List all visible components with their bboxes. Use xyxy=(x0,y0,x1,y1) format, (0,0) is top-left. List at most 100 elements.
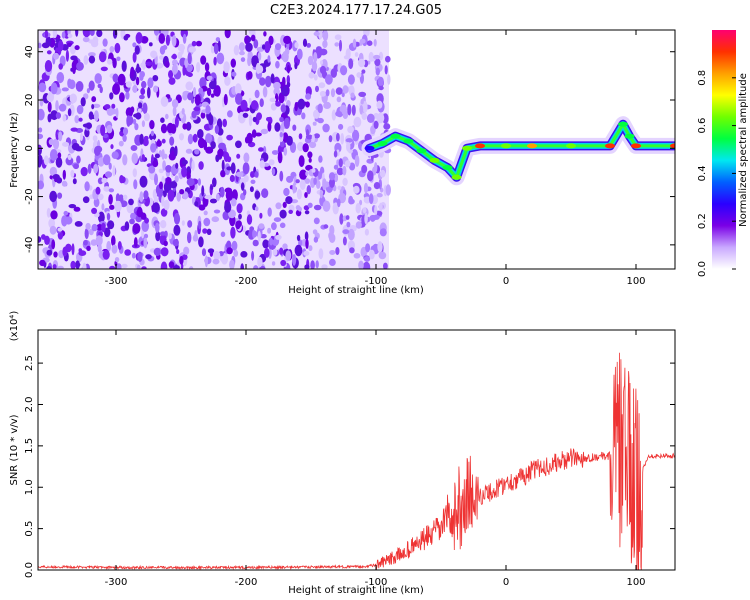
spectrogram-image xyxy=(38,30,675,269)
noise-blob xyxy=(137,102,143,109)
noise-blob xyxy=(231,240,238,251)
noise-blob xyxy=(248,97,252,104)
noise-blob xyxy=(358,58,366,68)
noise-blob xyxy=(353,253,361,259)
noise-blob xyxy=(179,255,184,265)
noise-blob xyxy=(257,65,264,74)
noise-blob xyxy=(205,105,211,115)
noise-blob xyxy=(313,52,318,63)
noise-blob xyxy=(344,160,351,168)
noise-blob xyxy=(343,55,350,60)
noise-blob xyxy=(44,30,49,39)
noise-blob xyxy=(373,39,377,47)
noise-blob xyxy=(103,186,111,192)
noise-blob xyxy=(107,220,115,230)
noise-blob xyxy=(92,135,98,142)
noise-blob xyxy=(207,248,215,254)
noise-blob xyxy=(118,194,124,202)
ridge-point xyxy=(390,133,401,139)
noise-blob xyxy=(181,220,185,226)
noise-blob xyxy=(131,152,139,164)
noise-blob xyxy=(383,123,391,130)
noise-blob xyxy=(135,32,143,44)
noise-blob xyxy=(67,33,73,39)
noise-blob xyxy=(205,146,214,154)
noise-blob xyxy=(143,135,149,141)
noise-blob xyxy=(139,73,144,81)
noise-blob xyxy=(264,247,270,258)
noise-blob xyxy=(140,212,147,220)
noise-blob xyxy=(182,191,189,200)
noise-blob xyxy=(165,34,170,46)
noise-blob xyxy=(304,231,309,241)
noise-blob xyxy=(203,210,208,216)
noise-blob xyxy=(319,48,328,56)
noise-blob xyxy=(95,186,101,195)
noise-blob xyxy=(252,116,257,123)
noise-blob xyxy=(101,222,106,233)
noise-blob xyxy=(162,45,168,50)
noise-blob xyxy=(263,145,267,155)
noise-blob xyxy=(183,246,190,255)
noise-blob xyxy=(347,74,355,85)
noise-blob xyxy=(329,258,336,266)
colorbar-gradient xyxy=(712,30,736,269)
noise-blob xyxy=(340,65,348,76)
snr-series-line xyxy=(38,352,675,570)
noise-blob xyxy=(130,212,137,220)
noise-blob xyxy=(187,220,193,228)
noise-blob xyxy=(297,98,306,110)
noise-blob xyxy=(133,237,138,248)
noise-blob xyxy=(220,186,225,198)
noise-blob xyxy=(150,50,158,59)
noise-blob xyxy=(224,30,231,39)
noise-blob xyxy=(144,217,150,224)
noise-blob xyxy=(204,255,208,268)
noise-blob xyxy=(226,247,233,255)
noise-blob xyxy=(242,162,250,175)
noise-blob xyxy=(329,250,336,255)
noise-blob xyxy=(303,205,310,211)
noise-blob xyxy=(109,46,115,53)
noise-blob xyxy=(129,218,135,225)
noise-blob xyxy=(254,206,259,211)
noise-blob xyxy=(121,263,128,269)
y-tick-label: 40 xyxy=(24,45,35,58)
noise-blob xyxy=(73,163,79,170)
noise-blob xyxy=(283,35,292,45)
noise-blob xyxy=(253,39,259,49)
noise-blob xyxy=(134,123,139,131)
noise-blob xyxy=(342,165,347,176)
noise-blob xyxy=(122,154,128,166)
noise-blob xyxy=(173,213,181,225)
noise-blob xyxy=(248,229,253,237)
noise-blob xyxy=(139,175,148,188)
noise-blob xyxy=(161,149,165,160)
noise-blob xyxy=(342,236,347,246)
noise-blob xyxy=(292,182,296,194)
noise-blob xyxy=(82,30,91,38)
noise-blob xyxy=(313,177,317,185)
noise-blob xyxy=(163,240,168,247)
noise-blob xyxy=(247,71,253,80)
noise-blob xyxy=(192,87,197,98)
noise-blob xyxy=(247,36,252,42)
noise-blob xyxy=(240,251,248,258)
noise-blob xyxy=(267,207,272,217)
noise-blob xyxy=(63,210,69,216)
noise-blob xyxy=(345,215,350,220)
noise-blob xyxy=(171,150,175,158)
noise-blob xyxy=(168,77,176,85)
noise-blob xyxy=(141,80,147,89)
noise-blob xyxy=(168,261,175,269)
noise-blob xyxy=(206,228,212,235)
spectrogram-y-axis-label: Frequency (Hz) xyxy=(9,112,20,188)
y-tick-label: 2.0 xyxy=(24,397,35,413)
noise-blob xyxy=(85,222,91,230)
noise-blob xyxy=(270,73,275,84)
noise-blob xyxy=(342,229,350,235)
noise-blob xyxy=(156,140,162,147)
noise-blob xyxy=(307,202,313,208)
noise-blob xyxy=(223,93,228,106)
noise-blob xyxy=(191,160,195,171)
